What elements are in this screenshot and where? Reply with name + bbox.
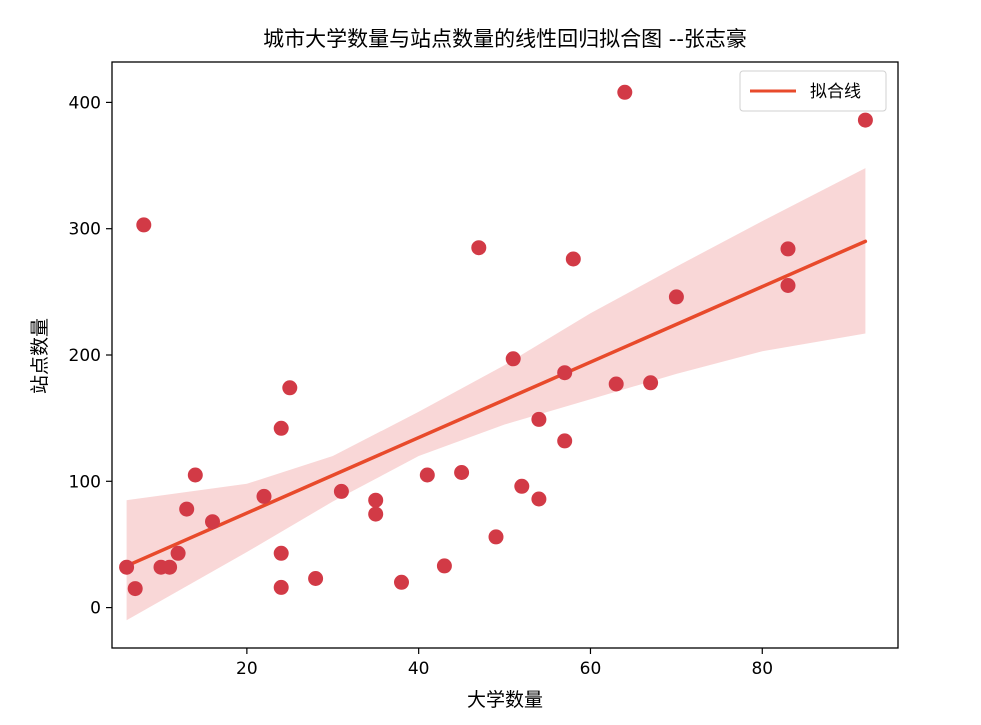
y-axis-label: 站点数量 bbox=[29, 318, 51, 394]
data-point bbox=[857, 112, 873, 128]
x-tick-label: 80 bbox=[751, 659, 773, 679]
y-tick-label: 300 bbox=[69, 220, 101, 240]
data-point bbox=[136, 217, 152, 233]
data-point bbox=[471, 240, 487, 256]
data-point bbox=[205, 514, 220, 530]
data-point bbox=[780, 278, 796, 293]
data-point bbox=[488, 529, 504, 545]
data-point bbox=[557, 433, 573, 449]
data-point bbox=[608, 376, 624, 392]
x-axis-label: 大学数量 bbox=[467, 689, 543, 711]
data-point bbox=[565, 251, 581, 267]
data-point bbox=[256, 488, 272, 504]
y-tick-label: 200 bbox=[69, 346, 101, 366]
data-point bbox=[780, 241, 796, 257]
confidence-band-layer bbox=[126, 168, 866, 621]
y-tick-label: 400 bbox=[69, 93, 101, 113]
data-point bbox=[514, 478, 530, 494]
data-point bbox=[557, 365, 573, 381]
data-point bbox=[162, 559, 178, 575]
data-point bbox=[179, 501, 195, 517]
x-tick-label: 40 bbox=[408, 659, 430, 679]
confidence-band bbox=[126, 168, 866, 621]
data-point bbox=[394, 574, 409, 590]
data-point bbox=[454, 465, 470, 480]
scatter-points-layer bbox=[119, 84, 873, 597]
data-point bbox=[127, 581, 143, 597]
data-point bbox=[368, 492, 384, 508]
data-point bbox=[119, 559, 135, 575]
data-point bbox=[273, 545, 289, 561]
y-tick-label: 100 bbox=[69, 472, 101, 492]
data-point bbox=[531, 491, 547, 507]
data-point bbox=[505, 351, 521, 367]
data-point bbox=[273, 420, 289, 436]
data-point bbox=[187, 467, 203, 483]
data-point bbox=[617, 84, 633, 100]
data-point bbox=[643, 375, 659, 391]
data-point bbox=[273, 579, 289, 595]
data-point bbox=[436, 558, 452, 574]
data-point bbox=[668, 289, 684, 305]
y-tick-label: 0 bbox=[90, 599, 101, 619]
legend-box bbox=[739, 70, 887, 112]
fit-line-layer bbox=[124, 239, 868, 568]
data-point bbox=[170, 545, 186, 561]
chart-title: 城市大学数量与站点数量的线性回归拟合图 --张志豪 bbox=[263, 27, 747, 51]
legend: 拟合线 bbox=[739, 70, 887, 112]
data-point bbox=[368, 506, 384, 522]
x-tick-label: 60 bbox=[580, 659, 602, 679]
data-point bbox=[419, 467, 435, 483]
data-point bbox=[308, 571, 324, 586]
x-tick-label: 20 bbox=[236, 659, 258, 679]
data-point bbox=[282, 380, 298, 396]
legend-fit-line-label: 拟合线 bbox=[810, 82, 861, 102]
fit-line bbox=[124, 239, 868, 568]
axes-layer: 20 40 60 80 0 100 200 300 400 bbox=[69, 61, 899, 679]
data-point bbox=[531, 411, 547, 427]
data-point bbox=[333, 483, 349, 499]
